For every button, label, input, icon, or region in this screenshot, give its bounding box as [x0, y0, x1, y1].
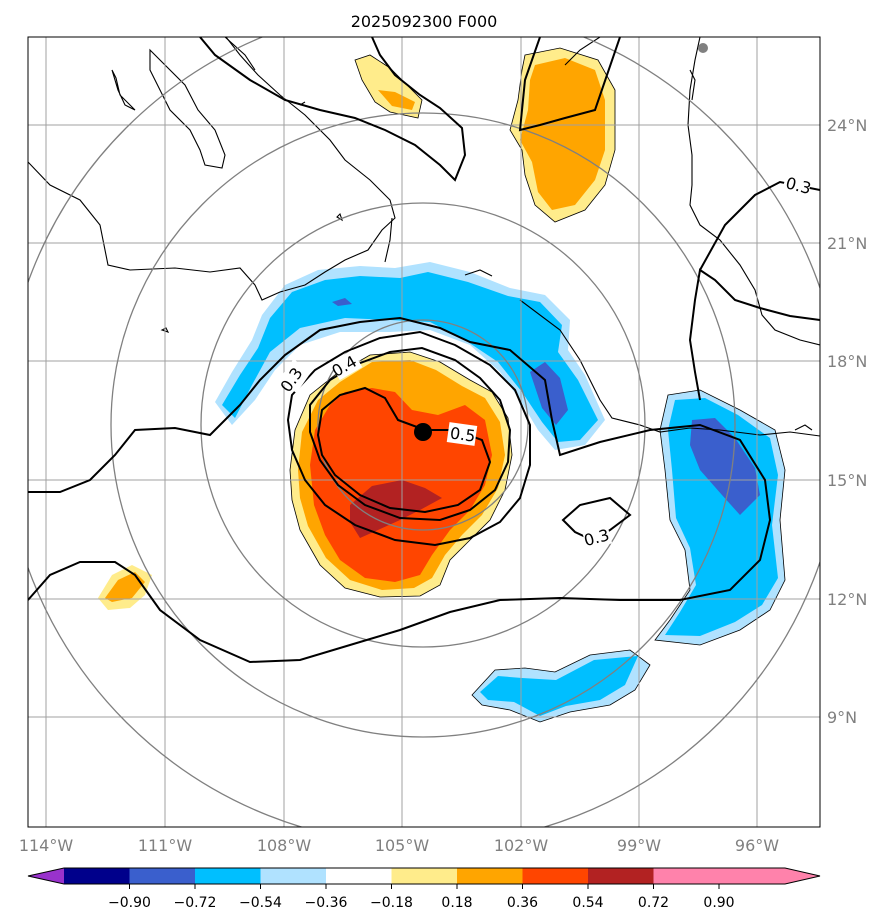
contour-label-0.5: 0.5 [449, 423, 477, 445]
colorbar-segment [326, 868, 392, 884]
contour-0.3-north [199, 37, 467, 182]
colorbar-segment [522, 868, 588, 884]
lat-tick: 24°N [827, 116, 867, 135]
colorbar-segment [129, 868, 195, 884]
lat-tick: 9°N [827, 708, 857, 727]
colorbar-tick: 0.72 [638, 895, 669, 911]
shade-orange-west [105, 572, 145, 602]
lon-tick-labels: 114°W 111°W 108°W 105°W 102°W 99°W 96°W [19, 836, 779, 855]
colorbar-segment [653, 868, 719, 884]
filled-field [98, 48, 785, 722]
map-area: 0.3 0.4 0.5 0.3 0.3 [28, 37, 820, 827]
lon-tick: 96°W [735, 836, 779, 855]
lon-tick: 108°W [257, 836, 312, 855]
lat-tick: 12°N [827, 590, 867, 609]
contour-0.3-outer [28, 316, 772, 664]
colorbar-tick: −0.18 [370, 895, 413, 911]
shade-orange-ne [520, 58, 605, 210]
storm-center-marker [414, 423, 432, 441]
shade-blue-south [480, 656, 638, 716]
contour-0.3-east2 [688, 268, 820, 401]
shade-dark-blue-spot2 [530, 362, 568, 425]
colorbar-tick: −0.72 [174, 895, 217, 911]
coastlines [28, 37, 820, 437]
colorbar-tick: 0.54 [572, 895, 603, 911]
colorbar-tick: −0.36 [305, 895, 348, 911]
colorbar-extend-left [28, 868, 64, 884]
lat-tick: 15°N [827, 471, 867, 490]
contour-0.3-south-ring [561, 496, 632, 542]
lon-tick: 99°W [617, 836, 661, 855]
colorbar-segment [260, 868, 326, 884]
contour-labels: 0.3 0.4 0.5 0.3 0.3 [276, 171, 813, 550]
colorbar-tick: 0.18 [441, 895, 472, 911]
lat-tick: 18°N [827, 352, 867, 371]
lat-tick: 21°N [827, 234, 867, 253]
shade-dark-blue-spot1 [332, 298, 352, 306]
colorbar-segment [588, 868, 654, 884]
contour-0.4 [309, 346, 512, 522]
lon-tick: 105°W [375, 836, 430, 855]
colorbar-segment [391, 868, 457, 884]
station-marker [698, 43, 708, 53]
map-frame [27, 36, 821, 828]
colorbar-segment [64, 868, 130, 884]
contour-0.3-inner [286, 330, 531, 547]
colorbar-segment [195, 868, 261, 884]
colorbar-tick: 0.90 [703, 895, 734, 911]
lon-tick: 102°W [494, 836, 549, 855]
lon-tick: 111°W [138, 836, 193, 855]
colorbar-tick: 0.36 [507, 895, 538, 911]
colorbar: −0.90 −0.72 −0.54 −0.36 −0.18 0.18 0.36 … [27, 867, 821, 911]
contour-0.3-ne [518, 37, 621, 132]
range-rings [28, 37, 820, 827]
graticule [28, 37, 820, 827]
lat-tick-labels: 24°N 21°N 18°N 15°N 12°N 9°N [827, 116, 867, 727]
colorbar-tick: −0.90 [108, 895, 151, 911]
contour-0.5 [316, 386, 492, 514]
shade-blue-arc [222, 272, 598, 442]
colorbar-extend-right [719, 868, 820, 884]
shade-dark-blue-east [690, 418, 760, 515]
shade-orange-north [378, 90, 415, 110]
figure-title: 2025092300 F000 [351, 12, 498, 31]
colorbar-segment [457, 868, 523, 884]
colorbar-tick: −0.54 [239, 895, 282, 911]
lon-tick: 114°W [19, 836, 74, 855]
